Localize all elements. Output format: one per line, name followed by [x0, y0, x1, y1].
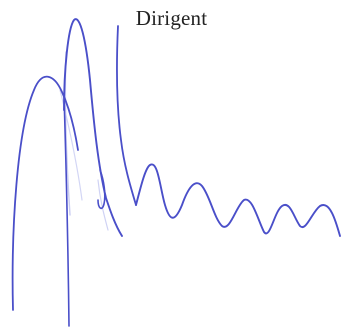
signature-stroke [116, 25, 137, 206]
signature-stroke [63, 18, 123, 237]
caption-label: Dirigent [135, 6, 208, 30]
signature-stroke [11, 75, 79, 311]
signature-stroke [97, 169, 106, 210]
signature-stroke [135, 163, 341, 237]
signature-stroke [63, 94, 70, 327]
